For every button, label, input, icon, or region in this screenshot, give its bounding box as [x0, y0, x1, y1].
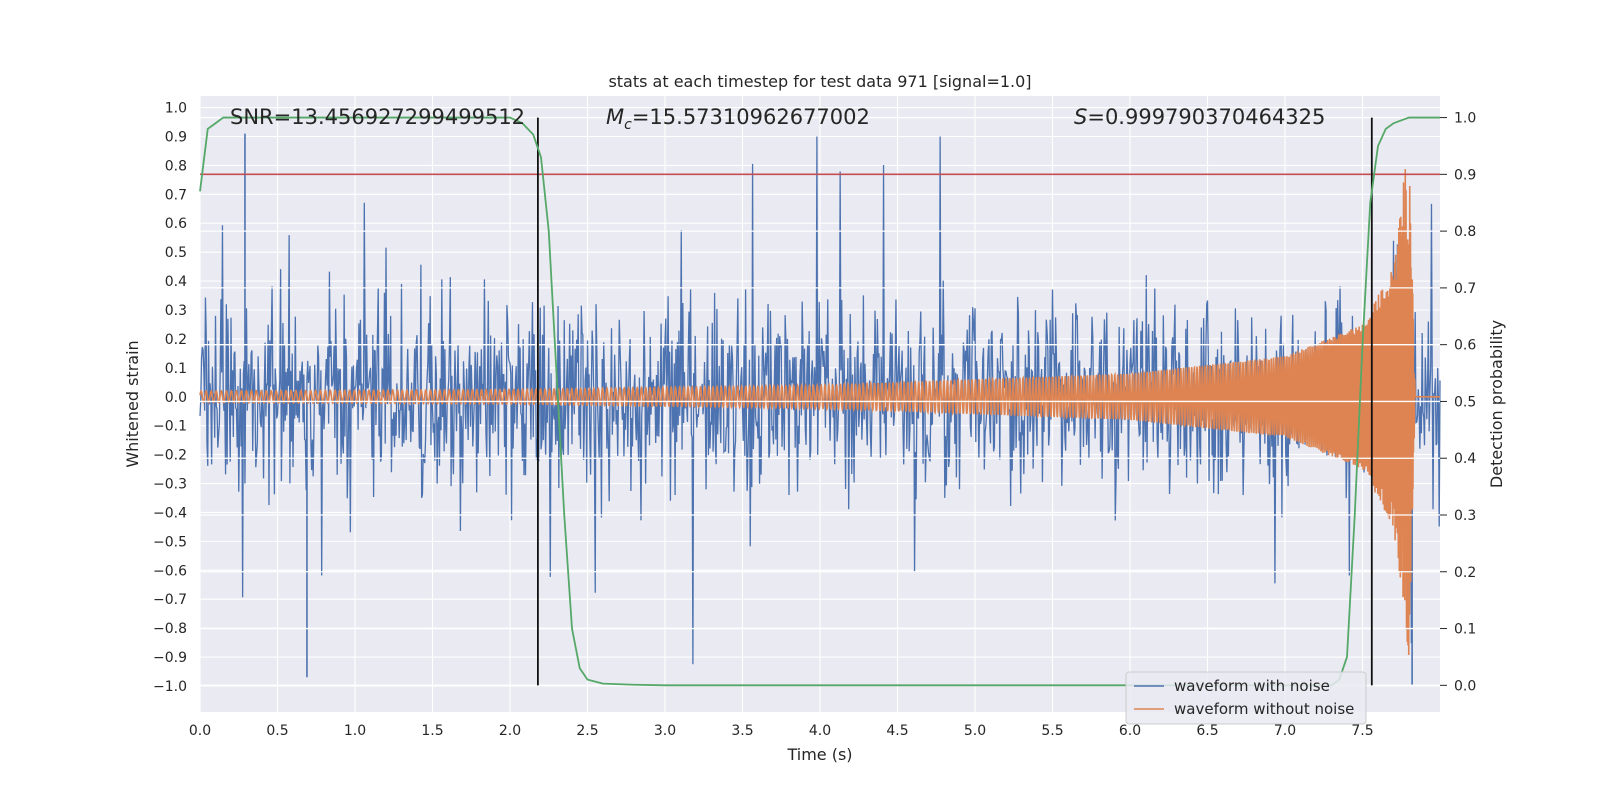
- legend-frame: [1125, 671, 1367, 725]
- y-tick-label: 0.4: [165, 274, 187, 290]
- score-symbol: S: [1074, 105, 1087, 129]
- y2-tick-label: 0.5: [1454, 394, 1476, 410]
- y-tick-label: −0.5: [153, 534, 187, 550]
- x-tick-label: 4.5: [886, 723, 908, 739]
- y-tick-label: −0.1: [153, 419, 187, 435]
- x-tick-label: 7.0: [1274, 723, 1296, 739]
- y2-tick-label: 0.7: [1454, 281, 1476, 297]
- x-tick-label: 0.0: [189, 723, 211, 739]
- y2-tick-label: 0.6: [1454, 338, 1476, 354]
- y-tick-label: 0.0: [165, 390, 187, 406]
- y-tick-label: −0.2: [153, 448, 187, 464]
- series-detection-probability: [199, 116, 1440, 687]
- x-tick-label: 2.0: [499, 723, 521, 739]
- y2-tick-label: 0.1: [1454, 622, 1476, 638]
- legend-label-noise: waveform with noise: [1174, 677, 1330, 695]
- x-tick-label: 0.5: [266, 723, 288, 739]
- y2-tick-label: 0.8: [1454, 224, 1476, 240]
- snr-annotation: SNR=13.456927299499512: [230, 105, 525, 129]
- x-axis-label: Time (s): [786, 745, 852, 764]
- y-tick-label: −0.8: [153, 621, 187, 637]
- y-tick-label: 0.3: [165, 303, 187, 319]
- clean-trace: [199, 169, 1440, 655]
- chart-title: stats at each timestep for test data 971…: [608, 72, 1031, 91]
- x-tick-label: 4.0: [809, 723, 831, 739]
- y-tick-label: −0.9: [153, 650, 187, 666]
- axis-ticks: 0.0 0.5 1.0 1.5 2.0 2.5 3.0 3.5 4.0 4.5 5.0 5.5 6.0 6…: [153, 101, 1476, 739]
- x-tick-label: 1.5: [421, 723, 443, 739]
- y2-tick-label: 0.0: [1454, 678, 1476, 694]
- x-tick-label: 1.0: [344, 723, 366, 739]
- y-tick-label: 0.5: [165, 245, 187, 261]
- y2-tick-label: 0.2: [1454, 565, 1476, 581]
- y-tick-label: −0.3: [153, 477, 187, 493]
- y-tick-label: 0.6: [165, 216, 187, 232]
- probability-trace: [199, 116, 1440, 687]
- chirp-mass-annotation: Mc=15.57310962677002: [606, 105, 870, 133]
- y2-tick-label: 1.0: [1454, 111, 1476, 127]
- y2-axis-label: Detection probability: [1487, 320, 1506, 488]
- y-tick-label: 0.7: [165, 187, 187, 203]
- series-waveform-without-noise: [199, 169, 1440, 655]
- y-tick-label: 0.8: [165, 158, 187, 174]
- y-tick-label: −0.7: [153, 592, 187, 608]
- y2-tick-label: 0.4: [1454, 451, 1476, 467]
- chirp-mass-value: =15.57310962677002: [632, 105, 870, 129]
- score-value: =0.999790370464325: [1087, 105, 1325, 129]
- y-tick-label: −1.0: [153, 679, 187, 695]
- chirp-mass-subscript: c: [624, 117, 632, 133]
- y-tick-label: 0.1: [165, 361, 187, 377]
- legend: waveform with noise waveform without noi…: [1125, 671, 1367, 725]
- x-tick-label: 6.5: [1196, 723, 1218, 739]
- y2-tick-label: 0.3: [1454, 508, 1476, 524]
- y-tick-label: 0.2: [165, 332, 187, 348]
- x-tick-label: 7.5: [1351, 723, 1373, 739]
- y-tick-label: −0.4: [153, 505, 187, 521]
- x-tick-label: 2.5: [576, 723, 598, 739]
- y-tick-label: 0.9: [165, 129, 187, 145]
- chirp-mass-symbol: M: [606, 105, 624, 129]
- y-axis-label: Whitened strain: [123, 340, 142, 467]
- x-tick-label: 5.5: [1041, 723, 1063, 739]
- x-tick-label: 3.0: [654, 723, 676, 739]
- x-tick-label: 6.0: [1119, 723, 1141, 739]
- x-tick-label: 3.5: [731, 723, 753, 739]
- score-annotation: S=0.999790370464325: [1074, 105, 1325, 129]
- y-tick-label: −0.6: [153, 563, 187, 579]
- y-tick-label: 1.0: [165, 101, 187, 117]
- x-tick-label: 5.0: [964, 723, 986, 739]
- y2-tick-label: 0.9: [1454, 167, 1476, 183]
- legend-label-clean: waveform without noise: [1174, 700, 1354, 718]
